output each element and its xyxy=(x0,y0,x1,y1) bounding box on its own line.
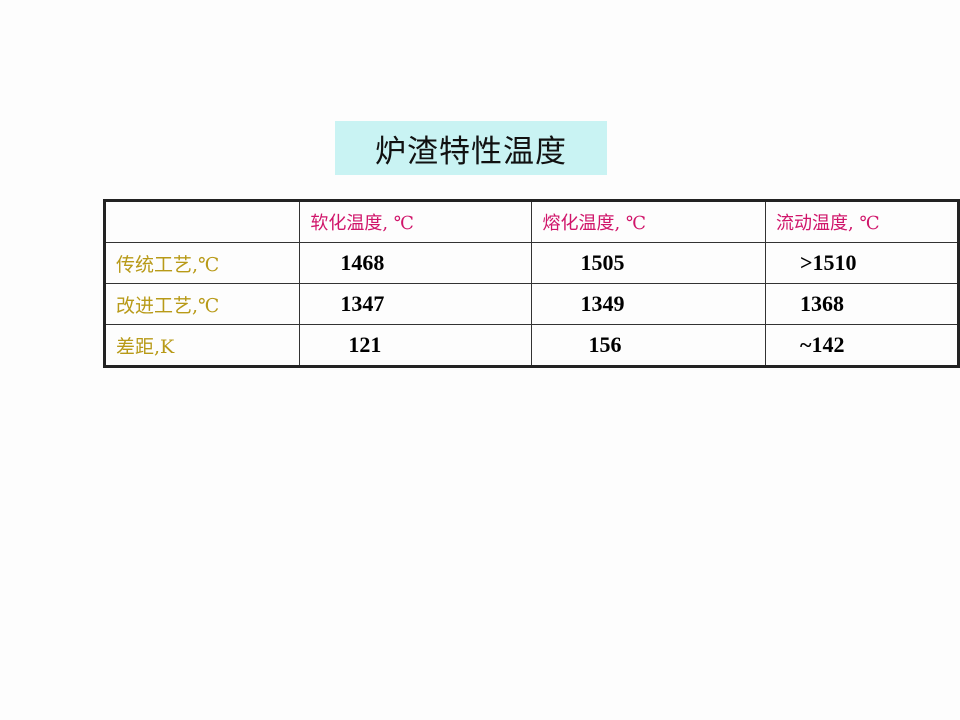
table-cell: 1368 xyxy=(765,283,959,325)
table-cell: >1510 xyxy=(765,242,959,284)
slide-title: 炉渣特性温度 xyxy=(335,121,607,175)
table-cell: 1349 xyxy=(531,283,767,325)
slag-temperature-table: 软化温度, ℃ 熔化温度, ℃ 流动温度, ℃ 传统工艺,℃ 1468 1505… xyxy=(103,199,960,368)
table-cell: 1505 xyxy=(531,242,767,284)
table-row: 传统工艺,℃ 1468 1505 >1510 xyxy=(103,242,959,284)
row-label: 改进工艺,℃ xyxy=(103,283,301,325)
table-cell: 1347 xyxy=(299,283,533,325)
table-cell: 121 xyxy=(299,324,533,367)
header-flow-temp: 流动温度, ℃ xyxy=(765,200,959,243)
table-cell: ~142 xyxy=(765,324,959,367)
table-header-row: 软化温度, ℃ 熔化温度, ℃ 流动温度, ℃ xyxy=(103,200,959,243)
header-empty-cell xyxy=(103,200,301,243)
table-cell: 156 xyxy=(531,324,767,367)
header-softening-temp: 软化温度, ℃ xyxy=(299,200,533,243)
table-cell: 1468 xyxy=(299,242,533,284)
table-row: 改进工艺,℃ 1347 1349 1368 xyxy=(103,283,959,325)
table-row: 差距,K 121 156 ~142 xyxy=(103,324,959,367)
row-label: 差距,K xyxy=(103,324,301,367)
row-label: 传统工艺,℃ xyxy=(103,242,301,284)
header-melting-temp: 熔化温度, ℃ xyxy=(531,200,767,243)
